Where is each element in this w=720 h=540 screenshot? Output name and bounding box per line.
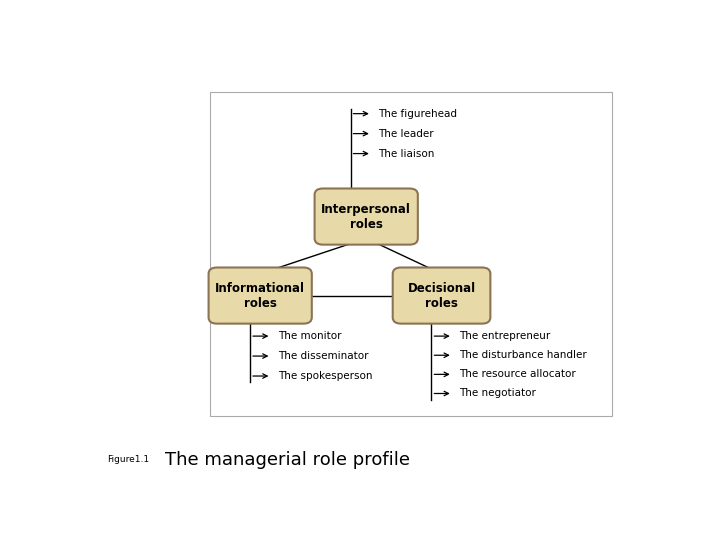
FancyBboxPatch shape bbox=[315, 188, 418, 245]
Text: The disturbance handler: The disturbance handler bbox=[459, 350, 587, 360]
Text: The entrepreneur: The entrepreneur bbox=[459, 331, 551, 341]
Text: The liaison: The liaison bbox=[379, 148, 435, 159]
Text: The managerial role profile: The managerial role profile bbox=[166, 451, 410, 469]
Text: The spokesperson: The spokesperson bbox=[278, 371, 372, 381]
Text: Informational
roles: Informational roles bbox=[215, 281, 305, 309]
Text: The disseminator: The disseminator bbox=[278, 351, 369, 361]
Text: Figure1.1: Figure1.1 bbox=[107, 455, 149, 464]
Text: The negotiator: The negotiator bbox=[459, 388, 536, 399]
FancyBboxPatch shape bbox=[392, 267, 490, 323]
FancyBboxPatch shape bbox=[209, 267, 312, 323]
Text: Decisional
roles: Decisional roles bbox=[408, 281, 476, 309]
Text: The monitor: The monitor bbox=[278, 331, 341, 341]
FancyBboxPatch shape bbox=[210, 92, 612, 416]
Text: Interpersonal
roles: Interpersonal roles bbox=[321, 202, 411, 231]
Text: The resource allocator: The resource allocator bbox=[459, 369, 576, 380]
Text: The figurehead: The figurehead bbox=[379, 109, 457, 119]
Text: The leader: The leader bbox=[379, 129, 434, 139]
